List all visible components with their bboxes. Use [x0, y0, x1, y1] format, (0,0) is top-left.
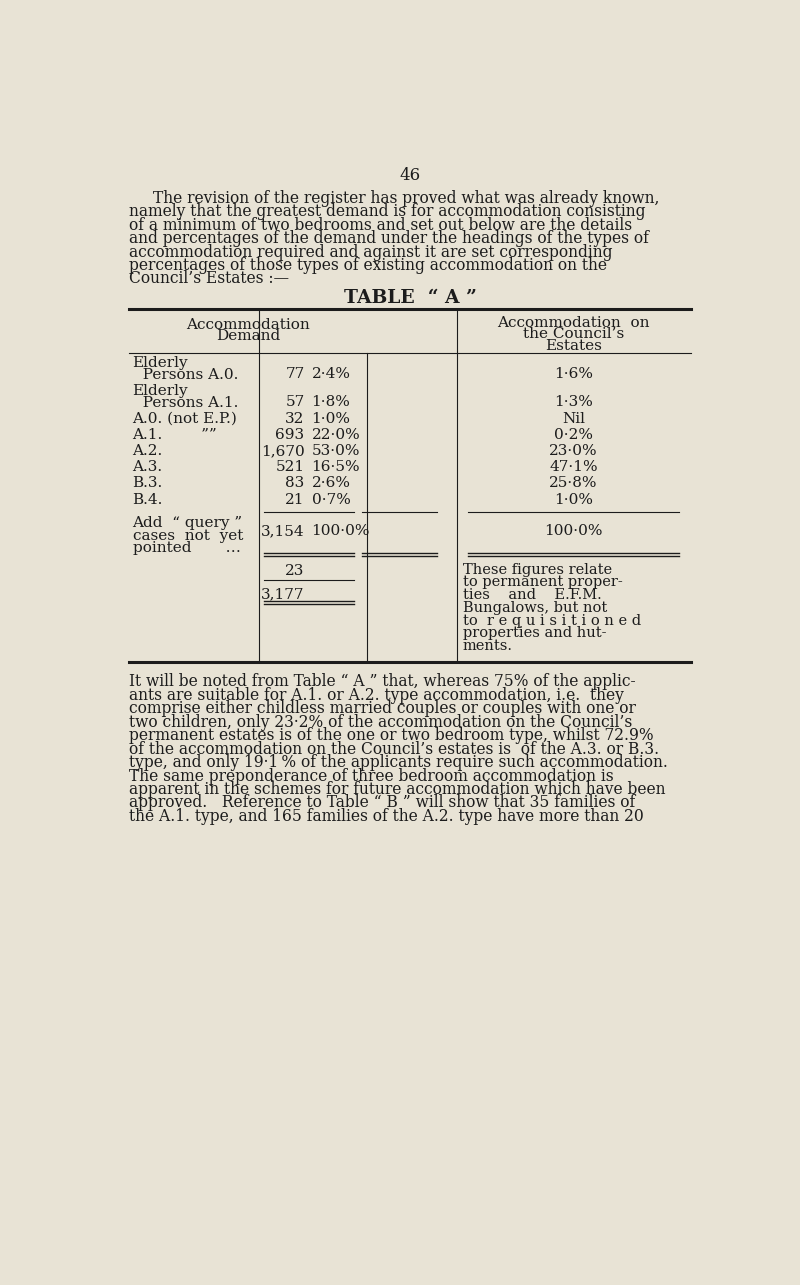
Text: 21: 21: [285, 492, 305, 506]
Text: The revision of the register has proved what was already known,: The revision of the register has proved …: [153, 190, 659, 207]
Text: 16·5%: 16·5%: [311, 460, 360, 474]
Text: A.0. (not E.P.): A.0. (not E.P.): [133, 411, 238, 425]
Text: Elderly: Elderly: [133, 384, 188, 398]
Text: of the accommodation on the Council’s estates is  of the A.3. or B.3.: of the accommodation on the Council’s es…: [130, 740, 659, 758]
Text: 521: 521: [275, 460, 305, 474]
Text: 0·2%: 0·2%: [554, 428, 593, 442]
Text: 32: 32: [286, 411, 305, 425]
Text: permanent estates is of the one or two bedroom type, whilst 72.9%: permanent estates is of the one or two b…: [130, 727, 654, 744]
Text: 77: 77: [286, 368, 305, 382]
Text: approved.   Reference to Table “ B ” will show that 35 families of: approved. Reference to Table “ B ” will …: [130, 794, 636, 811]
Text: 3,177: 3,177: [261, 587, 305, 601]
Text: 100·0%: 100·0%: [544, 524, 602, 538]
Text: Accommodation: Accommodation: [186, 317, 310, 332]
Text: 1·3%: 1·3%: [554, 394, 593, 409]
Text: of a minimum of two bedrooms and set out below are the details: of a minimum of two bedrooms and set out…: [130, 217, 633, 234]
Text: 1,670: 1,670: [261, 445, 305, 459]
Text: 2·4%: 2·4%: [311, 368, 350, 382]
Text: 1·6%: 1·6%: [554, 368, 593, 382]
Text: 46: 46: [399, 167, 421, 184]
Text: 100·0%: 100·0%: [311, 524, 370, 538]
Text: the A.1. type, and 165 families of the A.2. type have more than 20: the A.1. type, and 165 families of the A…: [130, 808, 644, 825]
Text: A.3.: A.3.: [133, 460, 162, 474]
Text: ants are suitable for A.1. or A.2. type accommodation, i.e.  they: ants are suitable for A.1. or A.2. type …: [130, 686, 624, 704]
Text: Persons A.0.: Persons A.0.: [133, 368, 238, 382]
Text: 57: 57: [286, 394, 305, 409]
Text: ties    and    E.F.M.: ties and E.F.M.: [462, 589, 602, 603]
Text: 23·0%: 23·0%: [550, 445, 598, 459]
Text: and percentages of the demand under the headings of the types of: and percentages of the demand under the …: [130, 230, 650, 247]
Text: 693: 693: [275, 428, 305, 442]
Text: B.3.: B.3.: [133, 477, 163, 491]
Text: comprise either childless married couples or couples with one or: comprise either childless married couple…: [130, 700, 636, 717]
Text: Demand: Demand: [216, 329, 281, 343]
Text: the Council’s: the Council’s: [523, 328, 624, 341]
Text: 25·8%: 25·8%: [550, 477, 598, 491]
Text: Estates: Estates: [545, 339, 602, 352]
Text: accommodation required and against it are set corresponding: accommodation required and against it ar…: [130, 244, 613, 261]
Text: Bungalows, but not: Bungalows, but not: [462, 601, 607, 614]
Text: type, and only 19·1 % of the applicants require such accommodation.: type, and only 19·1 % of the applicants …: [130, 754, 668, 771]
Text: A.1.        ””: A.1. ””: [133, 428, 218, 442]
Text: Nil: Nil: [562, 411, 585, 425]
Text: percentages of those types of existing accommodation on the: percentages of those types of existing a…: [130, 257, 607, 274]
Text: 1·0%: 1·0%: [311, 411, 350, 425]
Text: to permanent proper-: to permanent proper-: [462, 576, 622, 590]
Text: 2·6%: 2·6%: [311, 477, 350, 491]
Text: namely that the greatest demand is for accommodation consisting: namely that the greatest demand is for a…: [130, 203, 646, 220]
Text: TABLE  “ A ”: TABLE “ A ”: [343, 289, 477, 307]
Text: Council’s Estates :—: Council’s Estates :—: [130, 270, 290, 288]
Text: 0·7%: 0·7%: [311, 492, 350, 506]
Text: B.4.: B.4.: [133, 492, 163, 506]
Text: 3,154: 3,154: [261, 524, 305, 538]
Text: 53·0%: 53·0%: [311, 445, 360, 459]
Text: 47·1%: 47·1%: [550, 460, 598, 474]
Text: These figures relate: These figures relate: [462, 563, 612, 577]
Text: 1·8%: 1·8%: [311, 394, 350, 409]
Text: apparent in the schemes for future accommodation which have been: apparent in the schemes for future accom…: [130, 781, 666, 798]
Text: Persons A.1.: Persons A.1.: [133, 396, 238, 410]
Text: It will be noted from Table “ A ” that, whereas 75% of the applic-: It will be noted from Table “ A ” that, …: [130, 673, 636, 690]
Text: to  r e q u i s i t i o n e d: to r e q u i s i t i o n e d: [462, 613, 641, 627]
Text: Add  “ query ”: Add “ query ”: [133, 517, 242, 531]
Text: ments.: ments.: [462, 639, 513, 653]
Text: A.2.: A.2.: [133, 445, 163, 459]
Text: Elderly: Elderly: [133, 356, 188, 370]
Text: two children, only 23·2% of the accommodation on the Council’s: two children, only 23·2% of the accommod…: [130, 713, 633, 731]
Text: 22·0%: 22·0%: [311, 428, 360, 442]
Text: 23: 23: [286, 564, 305, 578]
Text: properties and hut-: properties and hut-: [462, 626, 606, 640]
Text: pointed       …: pointed …: [133, 541, 241, 555]
Text: Accommodation  on: Accommodation on: [498, 316, 650, 329]
Text: 83: 83: [286, 477, 305, 491]
Text: 1·0%: 1·0%: [554, 492, 593, 506]
Text: cases  not  yet: cases not yet: [133, 529, 243, 542]
Text: The same preponderance of three bedroom accommodation is: The same preponderance of three bedroom …: [130, 767, 614, 785]
